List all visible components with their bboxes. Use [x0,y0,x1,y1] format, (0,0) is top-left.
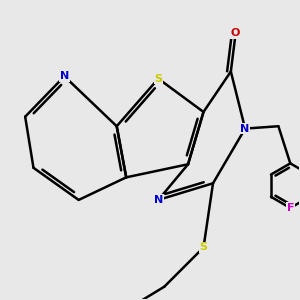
Text: N: N [154,195,163,205]
Text: F: F [286,203,294,213]
Text: N: N [241,124,250,134]
Text: S: S [200,242,208,253]
Text: S: S [154,74,162,84]
Text: N: N [60,71,69,81]
Text: O: O [231,28,240,38]
